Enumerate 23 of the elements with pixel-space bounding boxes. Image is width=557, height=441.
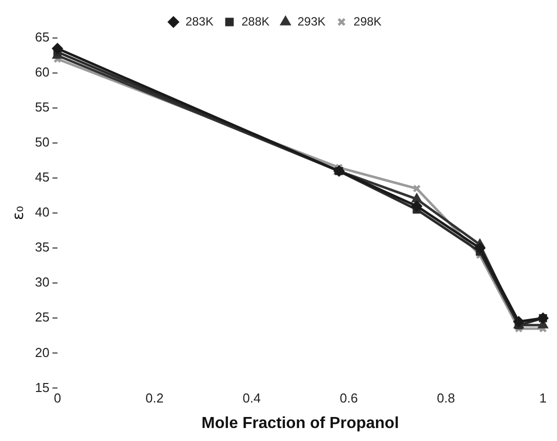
legend-label: 283K [185,14,214,28]
y-tick-label: 30 [34,274,50,290]
y-tick-label: 40 [34,204,50,220]
y-tick-label: 20 [34,344,50,360]
y-tick-label: 25 [34,310,50,325]
x-tick-label: 0 [54,390,62,406]
x-tick-label: 1 [539,390,547,406]
x-tick-label: 0.4 [242,390,261,406]
y-tick-label: 15 [34,380,50,395]
y-tick-label: 60 [34,64,50,80]
y-tick-label: 55 [34,100,50,115]
y-tick-label: 35 [34,240,50,255]
x-tick-label: 0.6 [340,390,358,406]
x-tick-label: 0.8 [436,390,455,406]
y-tick-label: 50 [34,134,50,150]
legend-label: 293K [298,14,326,28]
y-tick-label: 45 [34,170,50,185]
x-axis-title: Mole Fraction of Propanol [202,414,399,432]
x-tick-label: 0.2 [146,390,164,406]
legend-label: 288K [241,14,270,28]
legend-label: 298K [354,14,382,28]
y-tick-label: 65 [34,30,50,45]
y-axis-title: ε₀ [8,206,27,220]
